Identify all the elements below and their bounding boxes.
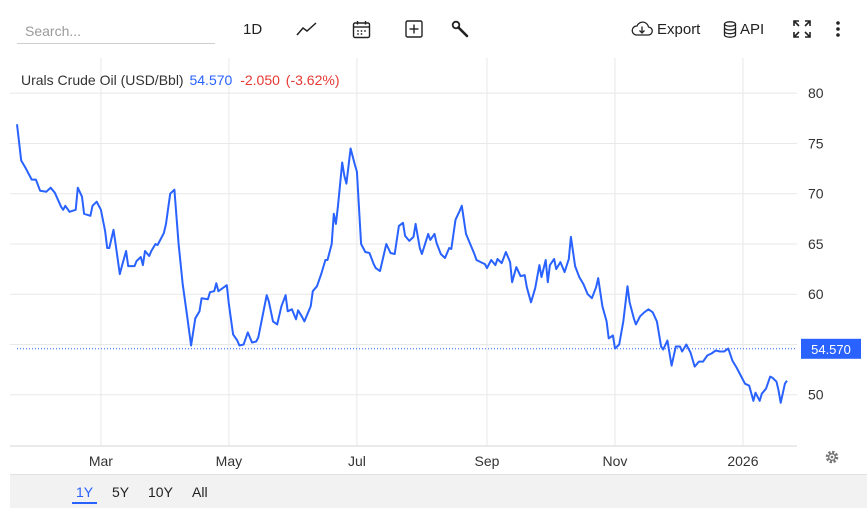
export-button[interactable]: Export bbox=[631, 16, 700, 42]
interval-button[interactable]: 1D bbox=[243, 20, 263, 38]
x-tick-label: Jul bbox=[348, 453, 366, 469]
line-chart-icon[interactable] bbox=[296, 16, 318, 42]
database-icon bbox=[723, 20, 737, 38]
last-price-badge-label: 54.570 bbox=[811, 342, 851, 357]
range-all-button[interactable]: All bbox=[192, 484, 208, 500]
legend-change-pct: (-3.62%) bbox=[286, 72, 340, 88]
api-label: API bbox=[740, 20, 765, 38]
range-5y-button[interactable]: 5Y bbox=[112, 484, 130, 500]
price-series-line bbox=[16, 124, 788, 404]
export-label: Export bbox=[657, 20, 701, 38]
range-10y-button[interactable]: 10Y bbox=[148, 484, 173, 500]
api-button[interactable]: API bbox=[723, 16, 764, 42]
add-indicator-icon[interactable] bbox=[405, 16, 423, 42]
y-tick-label: 65 bbox=[808, 236, 824, 252]
range-selector-bar: 1Y 5Y 10Y All bbox=[10, 474, 867, 508]
search-input[interactable] bbox=[17, 18, 215, 44]
x-tick-label: Mar bbox=[89, 453, 113, 469]
x-tick-label: 2026 bbox=[727, 453, 758, 469]
last-price-badge bbox=[801, 338, 861, 359]
chart-settings-gear-icon[interactable] bbox=[825, 450, 839, 464]
more-vertical-icon[interactable] bbox=[835, 16, 841, 42]
y-tick-label: 60 bbox=[808, 286, 824, 302]
y-tick-label: 70 bbox=[808, 186, 824, 202]
chart-legend: Urals Crude Oil (USD/Bbl) 54.570 -2.050 … bbox=[21, 72, 339, 88]
fullscreen-icon[interactable] bbox=[792, 16, 812, 42]
y-tick-label: 75 bbox=[808, 135, 824, 151]
x-axis-labels: Mar May Jul Sep Nov 2026 bbox=[89, 453, 759, 469]
chart-toolbar: 1D Export API bbox=[0, 0, 867, 58]
legend-change: -2.050 bbox=[240, 72, 280, 88]
y-tick-label: 50 bbox=[808, 387, 824, 403]
x-tick-label: Nov bbox=[603, 453, 628, 469]
y-tick-label: 80 bbox=[808, 85, 824, 101]
y-axis-labels: 50 60 65 70 75 80 bbox=[808, 85, 824, 403]
calendar-icon[interactable] bbox=[352, 16, 371, 42]
x-tick-label: May bbox=[216, 453, 242, 469]
wrench-icon[interactable] bbox=[451, 16, 469, 42]
range-1y-button[interactable]: 1Y bbox=[72, 482, 98, 504]
legend-name: Urals Crude Oil (USD/Bbl) bbox=[21, 72, 184, 88]
x-tick-label: Sep bbox=[475, 453, 500, 469]
grid bbox=[10, 58, 797, 446]
cloud-download-icon bbox=[631, 21, 653, 36]
legend-price: 54.570 bbox=[189, 72, 232, 88]
